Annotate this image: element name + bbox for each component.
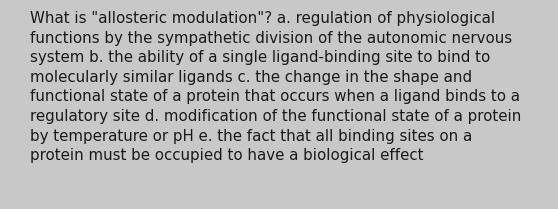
Text: What is "allosteric modulation"? a. regulation of physiological
functions by the: What is "allosteric modulation"? a. regu…: [30, 11, 522, 163]
